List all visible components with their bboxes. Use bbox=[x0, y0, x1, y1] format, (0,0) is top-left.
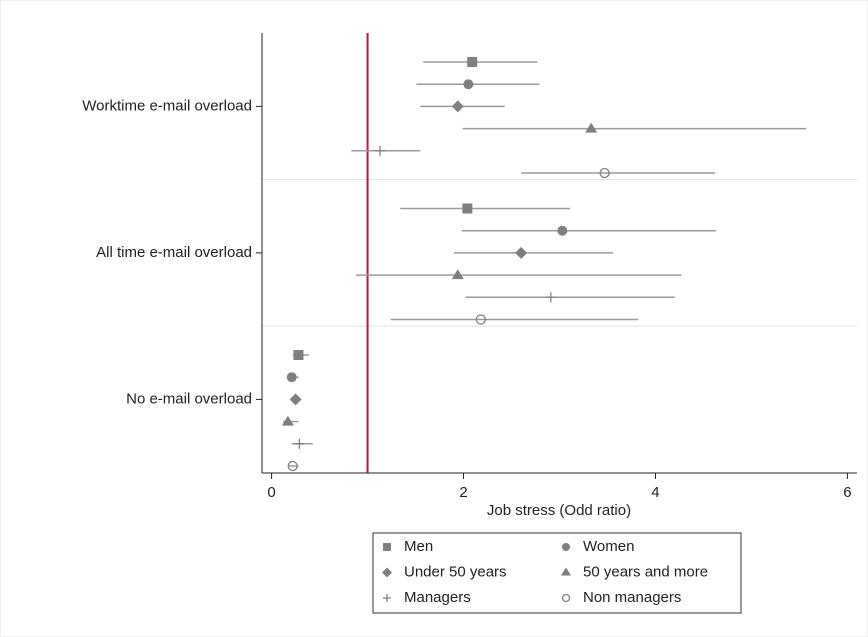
x-tick-label: 0 bbox=[267, 484, 275, 501]
legend-label: Managers bbox=[404, 589, 471, 606]
legend-label: Women bbox=[583, 538, 634, 555]
marker-square bbox=[467, 57, 478, 67]
marker-diamond bbox=[451, 100, 464, 113]
legend-label: 50 years and more bbox=[583, 563, 708, 580]
marker-triangle bbox=[281, 415, 294, 426]
x-tick-label: 6 bbox=[843, 484, 851, 501]
legend-marker bbox=[383, 594, 391, 602]
marker-diamond bbox=[289, 393, 302, 406]
legend-marker bbox=[383, 543, 391, 551]
marker-diamond bbox=[515, 246, 528, 259]
legend-label: Men bbox=[404, 538, 433, 555]
marker-hollow-circle bbox=[599, 167, 610, 179]
x-axis-title: Job stress (Odd ratio) bbox=[487, 502, 631, 519]
marker-plus bbox=[375, 145, 386, 156]
marker-hollow-circle bbox=[287, 460, 298, 472]
legend-box bbox=[372, 532, 742, 614]
y-tick-label: All time e-mail overload bbox=[96, 244, 252, 261]
legend-marker bbox=[382, 567, 392, 578]
marker-circle bbox=[463, 79, 474, 90]
legend-marker bbox=[561, 593, 571, 603]
marker-triangle bbox=[585, 122, 598, 133]
x-tick-label: 4 bbox=[651, 484, 659, 501]
marker-plus bbox=[294, 438, 305, 449]
marker-circle bbox=[286, 372, 297, 383]
legend-marker bbox=[562, 543, 570, 551]
legend-label: Non managers bbox=[583, 589, 681, 606]
marker-circle bbox=[557, 225, 568, 236]
marker-plus bbox=[545, 292, 556, 303]
marker-square bbox=[293, 350, 304, 360]
y-tick-label: Worktime e-mail overload bbox=[82, 97, 252, 114]
marker-hollow-circle bbox=[475, 314, 486, 325]
legend-marker bbox=[561, 567, 571, 576]
x-tick-label: 2 bbox=[459, 484, 467, 501]
y-tick-label: No e-mail overload bbox=[126, 390, 252, 407]
marker-triangle bbox=[451, 269, 464, 280]
marker-square bbox=[462, 203, 473, 214]
legend-label: Under 50 years bbox=[404, 563, 507, 580]
